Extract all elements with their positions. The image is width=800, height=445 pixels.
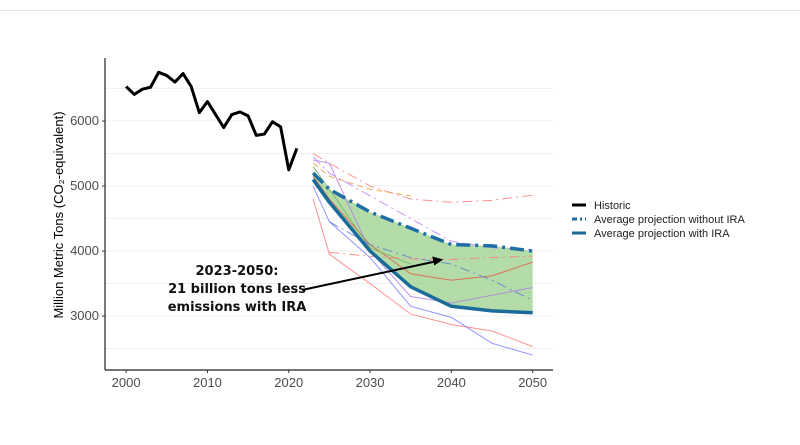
series-line-historic	[125, 70, 299, 172]
x-tick-label: 2040	[437, 375, 466, 390]
x-tick-label: 2020	[274, 375, 303, 390]
annotation-text: emissions with IRA	[168, 300, 307, 315]
model-line	[312, 156, 533, 251]
shaded-area	[313, 173, 533, 313]
annotation-text: 2023-2050:	[196, 264, 279, 279]
legend-label: Average projection with IRA	[594, 228, 730, 240]
y-axis-label: Million Metric Tons (CO₂-equivalent)	[51, 111, 66, 318]
arrow-head-icon	[432, 256, 444, 266]
model-line	[312, 198, 533, 348]
legend-label: Average projection without IRA	[594, 214, 745, 226]
model-line	[312, 166, 411, 265]
x-tick-label: 2050	[518, 375, 547, 390]
model-line	[313, 159, 533, 304]
axes: 2000 2010 2020 2030 2040 2050 3000 4000 5000 6000	[70, 58, 553, 390]
legend-label: Historic	[594, 200, 631, 212]
annotation-arrow	[301, 260, 436, 291]
model-line	[312, 153, 533, 203]
annotation: 2023-2050: 21 billion tons less emissions …	[168, 256, 444, 315]
legend: Historic Average projection without IRA Av…	[572, 200, 745, 240]
model-line	[329, 251, 533, 261]
model-line	[329, 221, 533, 301]
shaded-band	[313, 173, 533, 313]
model-lines	[312, 153, 533, 356]
y-tick-label: 5000	[70, 178, 99, 193]
y-tick-label: 4000	[70, 243, 99, 258]
x-tick-label: 2010	[193, 375, 222, 390]
top-divider	[0, 10, 800, 11]
annotation-text: 21 billion tons less	[168, 282, 306, 297]
series-line-average-projection-without-ira	[311, 171, 533, 253]
x-tick-label: 2000	[112, 375, 141, 390]
model-line	[312, 176, 533, 281]
series-lines	[125, 70, 533, 315]
series-line-average-projection-with-ira	[311, 178, 533, 315]
x-tick-label: 2030	[356, 375, 385, 390]
y-tick-label: 3000	[70, 308, 99, 323]
y-tick-label: 6000	[70, 113, 99, 128]
model-line	[312, 162, 411, 197]
